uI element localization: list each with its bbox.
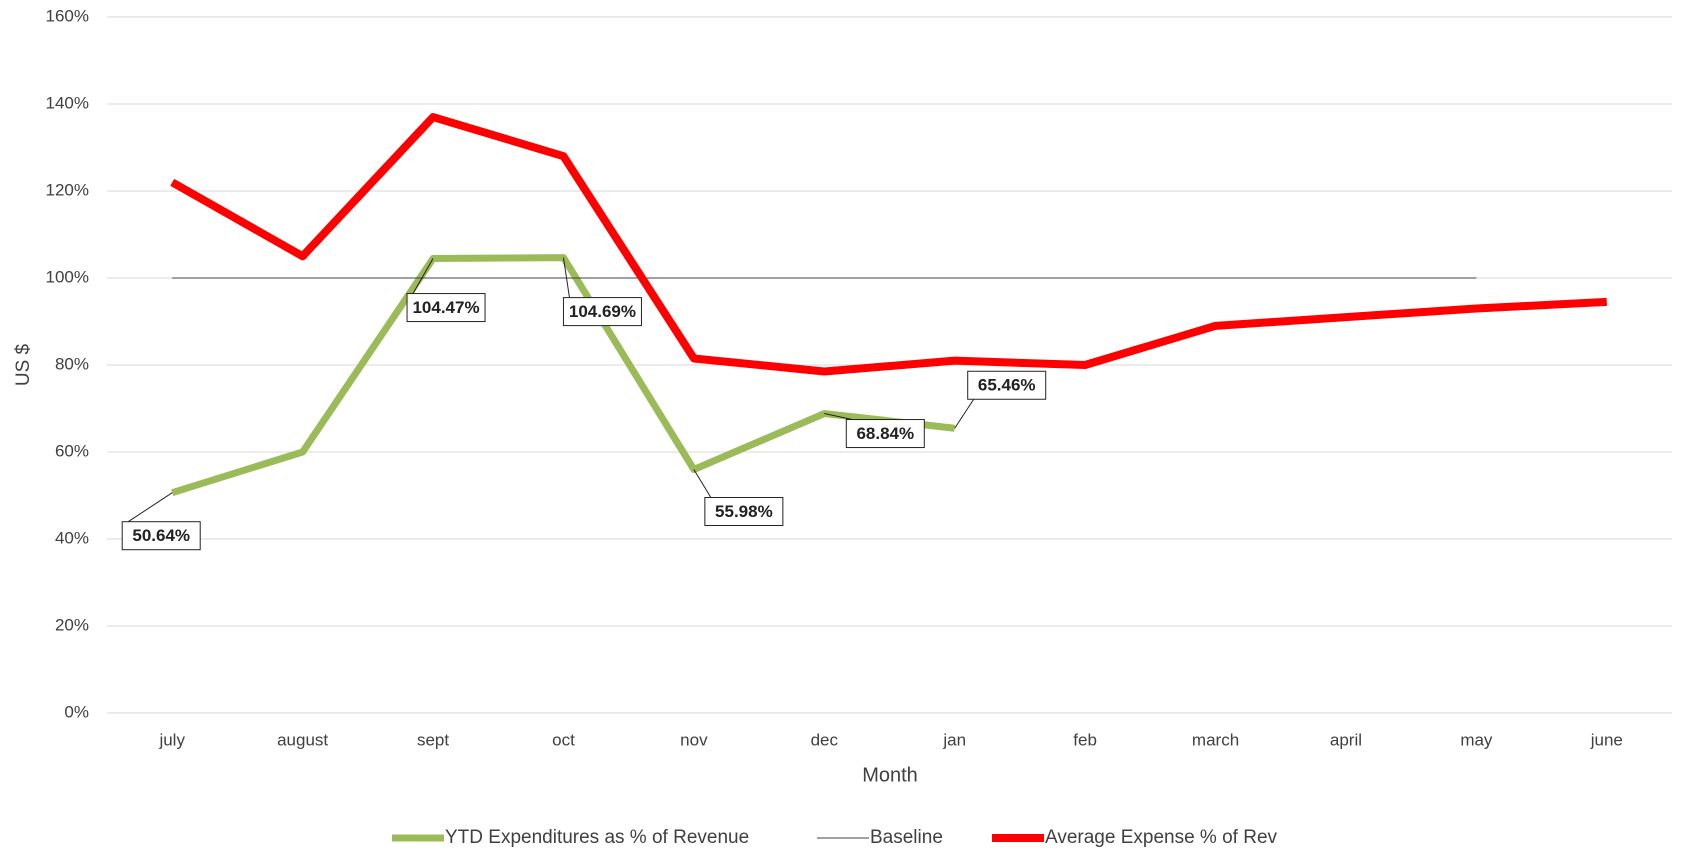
y-tick-label: 160% xyxy=(46,6,89,25)
y-tick-label: 80% xyxy=(55,354,89,373)
y-tick-label: 60% xyxy=(55,441,89,460)
x-tick-label: may xyxy=(1460,730,1493,749)
y-tick-label: 40% xyxy=(55,528,89,547)
label-box xyxy=(121,521,201,551)
legend-label: YTD Expenditures as % of Revenue xyxy=(445,827,749,848)
leader-line xyxy=(562,257,570,298)
label-box xyxy=(704,496,784,526)
series-line xyxy=(170,113,1607,376)
label-box xyxy=(562,297,642,327)
data-label: 65.46% xyxy=(978,376,1036,395)
leader-line xyxy=(824,413,853,421)
data-label: 104.69% xyxy=(569,302,636,321)
label-box xyxy=(406,293,486,323)
x-tick-label: july xyxy=(158,730,185,749)
x-tick-label: june xyxy=(1590,730,1623,749)
x-tick-label: jan xyxy=(942,730,966,749)
y-axis-label: US $ xyxy=(13,343,34,386)
y-tick-label: 120% xyxy=(46,180,89,199)
y-tick-label: 140% xyxy=(46,93,89,112)
x-axis-label: Month xyxy=(862,764,918,786)
label-box xyxy=(845,419,925,449)
data-label: 50.64% xyxy=(132,526,190,545)
x-tick-label: august xyxy=(277,730,328,749)
leader-line xyxy=(412,258,434,294)
legend-label: Average Expense % of Rev xyxy=(1045,827,1278,848)
y-tick-label: 20% xyxy=(55,615,89,634)
x-tick-label: march xyxy=(1192,730,1239,749)
data-label: 68.84% xyxy=(856,424,914,443)
x-tick-label: april xyxy=(1330,730,1362,749)
leader-line xyxy=(127,492,173,523)
x-tick-label: feb xyxy=(1073,730,1097,749)
legend-label: Baseline xyxy=(870,827,943,848)
y-tick-label: 100% xyxy=(46,267,89,286)
data-label: 104.47% xyxy=(412,298,479,317)
series-line xyxy=(171,254,956,497)
x-tick-label: nov xyxy=(680,730,708,749)
x-tick-label: oct xyxy=(552,730,575,749)
leader-line xyxy=(693,469,712,498)
data-label: 55.98% xyxy=(715,502,773,521)
x-tick-label: sept xyxy=(417,730,449,749)
y-tick-label: 0% xyxy=(64,702,89,721)
label-box xyxy=(967,370,1047,400)
leader-line xyxy=(954,398,975,429)
x-tick-label: dec xyxy=(811,730,839,749)
